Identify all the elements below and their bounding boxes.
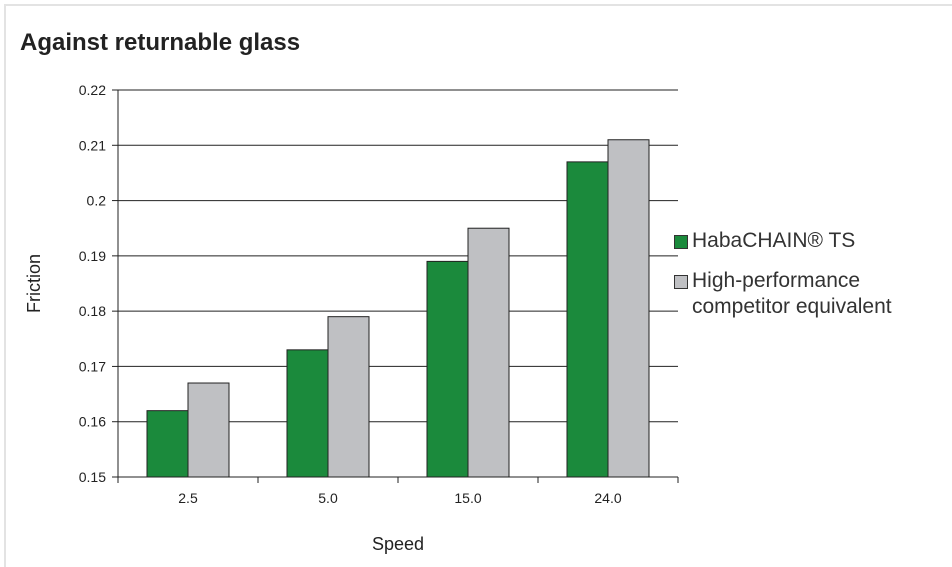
legend: HabaCHAIN® TS High-performance competito… bbox=[674, 228, 892, 334]
bar-habachain bbox=[426, 260, 469, 478]
y-tick-label: 0.22 bbox=[79, 82, 106, 98]
y-tick-label: 0.19 bbox=[79, 248, 106, 264]
y-tick-label: 0.16 bbox=[79, 414, 106, 430]
y-tick-label: 0.17 bbox=[79, 358, 106, 374]
y-axis-label: Friction bbox=[24, 254, 44, 313]
legend-swatch-competitor bbox=[674, 275, 688, 289]
x-tick-label: 15.0 bbox=[454, 490, 481, 506]
bar-competitor bbox=[327, 316, 370, 478]
bar-habachain bbox=[566, 161, 609, 478]
chart-frame bbox=[4, 4, 952, 567]
y-tick-label: 0.15 bbox=[79, 469, 106, 485]
y-tick-label: 0.18 bbox=[79, 303, 106, 319]
bar-competitor bbox=[467, 227, 510, 478]
legend-label-competitor: High-performance competitor equivalent bbox=[692, 269, 892, 318]
bar-competitor bbox=[187, 382, 230, 478]
y-tick-label: 0.21 bbox=[79, 137, 106, 153]
bar-habachain bbox=[146, 410, 189, 478]
legend-entry-habachain: HabaCHAIN® TS bbox=[674, 228, 892, 254]
legend-swatch-habachain bbox=[674, 235, 688, 249]
bar-habachain bbox=[286, 349, 329, 478]
x-axis-label: Speed bbox=[372, 534, 424, 554]
y-tick-label: 0.2 bbox=[87, 193, 107, 209]
legend-label-habachain: HabaCHAIN® TS bbox=[692, 229, 856, 252]
bar-competitor bbox=[607, 139, 650, 478]
x-tick-label: 24.0 bbox=[594, 490, 621, 506]
x-tick-label: 2.5 bbox=[178, 490, 198, 506]
x-tick-label: 5.0 bbox=[318, 490, 338, 506]
legend-entry-competitor: High-performance competitor equivalent bbox=[674, 268, 892, 320]
chart-title: Against returnable glass bbox=[20, 29, 301, 56]
